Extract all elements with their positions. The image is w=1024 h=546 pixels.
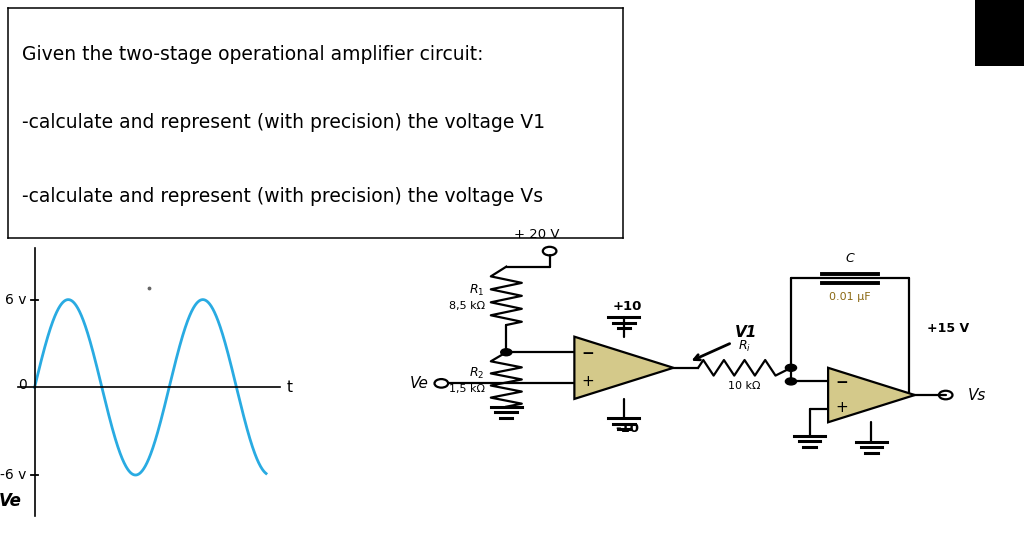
Text: +: + — [836, 400, 848, 415]
Circle shape — [785, 364, 797, 371]
Text: 1,5 kΩ: 1,5 kΩ — [449, 384, 484, 394]
Text: $R_i$: $R_i$ — [738, 339, 751, 354]
Text: +: + — [582, 375, 594, 389]
Polygon shape — [828, 368, 914, 422]
Text: Ve: Ve — [410, 376, 429, 391]
Text: C: C — [846, 252, 854, 265]
Text: Vs: Vs — [968, 388, 986, 402]
Text: 8,5 kΩ: 8,5 kΩ — [449, 300, 484, 311]
Text: $R_2$: $R_2$ — [469, 366, 484, 381]
Polygon shape — [574, 337, 674, 399]
Circle shape — [785, 378, 797, 385]
Text: -6 v: -6 v — [0, 468, 27, 482]
Text: -calculate and represent (with precision) the voltage V1: -calculate and represent (with precision… — [22, 114, 545, 132]
Text: 0: 0 — [17, 378, 27, 392]
Text: −: − — [836, 375, 848, 390]
Text: t: t — [287, 380, 292, 395]
Text: 10 kΩ: 10 kΩ — [728, 382, 761, 391]
Text: + 20 V: + 20 V — [514, 228, 560, 241]
Text: -10: -10 — [615, 422, 639, 435]
Circle shape — [501, 349, 512, 356]
Text: V1: V1 — [735, 325, 758, 340]
Text: 0.01 μF: 0.01 μF — [829, 292, 870, 302]
Text: +10: +10 — [612, 300, 642, 313]
Text: $R_1$: $R_1$ — [469, 282, 484, 298]
Text: 6 v: 6 v — [5, 293, 27, 307]
Text: +15 V: +15 V — [927, 322, 970, 335]
Text: −: − — [582, 346, 594, 361]
Text: Given the two-stage operational amplifier circuit:: Given the two-stage operational amplifie… — [22, 45, 483, 63]
Text: -calculate and represent (with precision) the voltage Vs: -calculate and represent (with precision… — [22, 187, 543, 206]
Text: Ve: Ve — [0, 492, 22, 511]
